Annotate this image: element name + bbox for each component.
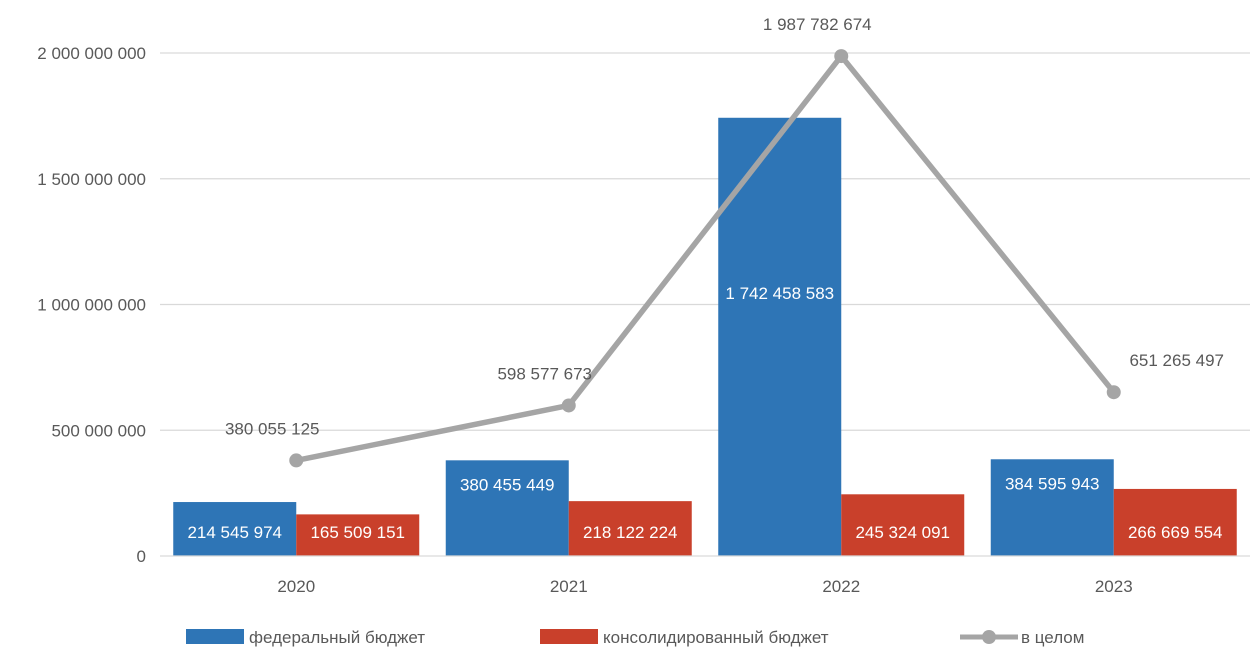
bar-data-label: 214 545 974 bbox=[187, 523, 282, 542]
x-tick-label: 2023 bbox=[1095, 577, 1133, 596]
legend-swatch bbox=[186, 629, 244, 644]
bar-data-label: 218 122 224 bbox=[583, 523, 678, 542]
y-axis: 0 500 000 000 1 000 000 000 1 500 000 000 2 … bbox=[37, 44, 146, 566]
total-series-line bbox=[295, 53, 1116, 464]
total-data-label: 380 055 125 bbox=[225, 419, 320, 438]
grid bbox=[160, 52, 1250, 431]
bar-federal-2022 bbox=[718, 117, 842, 556]
bar-consolidated-2021 bbox=[568, 501, 692, 556]
bar-data-label: 165 509 151 bbox=[310, 523, 405, 542]
x-axis: 2020 2021 2022 2023 bbox=[160, 555, 1250, 596]
legend-label: федеральный бюджет bbox=[249, 628, 425, 647]
y-tick-label: 1 500 000 000 bbox=[37, 170, 146, 189]
total-data-label: 651 265 497 bbox=[1129, 351, 1224, 370]
bar-consolidated-2023 bbox=[1113, 488, 1237, 556]
bar-data-label: 384 595 943 bbox=[1005, 474, 1100, 493]
y-tick-label: 1 000 000 000 bbox=[37, 296, 146, 315]
y-tick-label: 2 000 000 000 bbox=[37, 44, 146, 63]
total-point-2023 bbox=[1106, 385, 1121, 400]
x-tick-label: 2021 bbox=[550, 577, 588, 596]
y-tick-label: 0 bbox=[137, 547, 146, 566]
bars bbox=[173, 117, 1237, 556]
legend: федеральный бюджет консолидированный бюдж… bbox=[186, 628, 1084, 647]
total-point-2020 bbox=[289, 453, 304, 468]
legend-label: в целом bbox=[1021, 628, 1084, 647]
bar-data-label: 245 324 091 bbox=[855, 523, 950, 542]
bar-federal-2023 bbox=[990, 459, 1114, 556]
total-line bbox=[289, 49, 1121, 468]
bar-consolidated-2020 bbox=[296, 514, 420, 556]
legend-label: консолидированный бюджет bbox=[603, 628, 829, 647]
total-data-label: 598 577 673 bbox=[497, 364, 592, 383]
bar-data-label: 266 669 554 bbox=[1128, 523, 1223, 542]
y-tick-label: 500 000 000 bbox=[51, 421, 146, 440]
legend-swatch bbox=[540, 629, 598, 644]
x-tick-label: 2020 bbox=[277, 577, 315, 596]
x-tick-label: 2022 bbox=[822, 577, 860, 596]
data-labels: 214 545 974 165 509 151 380 455 449 218 122… bbox=[187, 15, 1224, 542]
bar-consolidated-2022 bbox=[841, 494, 965, 556]
total-data-label: 1 987 782 674 bbox=[763, 15, 872, 34]
bar-data-label: 1 742 458 583 bbox=[725, 284, 834, 303]
legend-marker bbox=[982, 630, 996, 644]
bar-federal-2021 bbox=[445, 460, 569, 556]
total-point-2022 bbox=[834, 49, 849, 64]
bar-data-label: 380 455 449 bbox=[460, 475, 555, 494]
bar-federal-2020 bbox=[173, 502, 297, 556]
total-point-2021 bbox=[561, 398, 576, 413]
